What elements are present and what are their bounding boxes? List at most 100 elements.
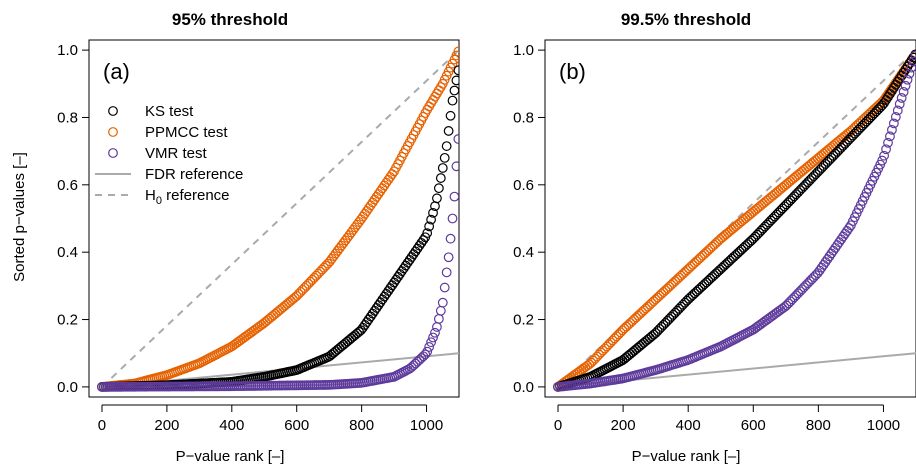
- x-tick-label: 1000: [867, 417, 900, 434]
- data-point: [426, 214, 436, 225]
- plot-area: [97, 46, 459, 392]
- data-point: [447, 95, 458, 106]
- x-axis-label: P−value rank [–]: [176, 448, 285, 465]
- data-point: [898, 86, 909, 97]
- data-point: [424, 221, 435, 232]
- data-point: [422, 228, 433, 238]
- data-point: [453, 134, 459, 144]
- y-tick-label: 0.0: [513, 379, 534, 396]
- x-tick-label: 600: [284, 417, 309, 434]
- plot-area: [553, 49, 916, 392]
- series-ks-test: [553, 49, 916, 392]
- legend-label: H0 reference: [145, 187, 230, 207]
- fdr-reference-line: [557, 352, 916, 388]
- data-point: [449, 191, 459, 202]
- x-tick-label: 0: [98, 417, 106, 434]
- data-point: [428, 207, 438, 218]
- x-tick-label: 400: [219, 417, 244, 434]
- y-tick-label: 0.8: [513, 109, 534, 126]
- y-tick-label: 1.0: [513, 42, 534, 59]
- x-axis-label: P−value rank [–]: [632, 448, 741, 465]
- y-tick-label: 0.2: [57, 312, 78, 329]
- data-point: [908, 56, 916, 67]
- data-point: [910, 50, 916, 61]
- data-point: [890, 112, 901, 122]
- chart-title: 99.5% threshold: [621, 10, 751, 29]
- data-point: [439, 152, 450, 163]
- panel-b: 99.5% threshold P−value rank [–] (b) 0.0…: [513, 10, 916, 465]
- data-point: [451, 75, 459, 86]
- data-point: [888, 118, 899, 129]
- x-tick-label: 600: [741, 417, 766, 434]
- data-point: [904, 68, 915, 79]
- plot-frame: [88, 39, 460, 398]
- data-point: [445, 110, 456, 121]
- data-point: [433, 313, 444, 324]
- data-point: [896, 93, 907, 103]
- data-point: [424, 342, 435, 352]
- panel-a: 95% threshold Sorted p−values [–] P−valu…: [11, 10, 460, 465]
- data-point: [881, 144, 891, 155]
- data-point: [902, 74, 913, 85]
- data-point: [453, 65, 459, 76]
- y-tick-label: 0.8: [57, 109, 78, 126]
- data-point: [433, 183, 444, 194]
- data-point: [908, 52, 916, 63]
- legend-label: FDR reference: [145, 166, 243, 183]
- x-tick-label: 200: [154, 417, 179, 434]
- data-point: [879, 150, 890, 161]
- data-point: [441, 141, 452, 151]
- data-point: [447, 213, 458, 224]
- chart-title: 95% threshold: [172, 10, 288, 29]
- data-point: [435, 305, 446, 316]
- data-point: [422, 346, 433, 357]
- y-tick-label: 0.0: [57, 379, 78, 396]
- y-tick-label: 0.4: [513, 244, 534, 261]
- legend-label: KS test: [145, 103, 194, 120]
- x-tick-label: 800: [806, 417, 831, 434]
- data-point: [430, 327, 440, 338]
- data-point: [892, 105, 903, 116]
- data-point: [437, 163, 448, 173]
- data-point: [437, 297, 448, 308]
- data-point: [883, 137, 893, 148]
- panel-label: (b): [559, 59, 586, 84]
- x-tick-label: 0: [554, 417, 562, 434]
- data-point: [435, 173, 446, 183]
- data-point: [428, 332, 438, 343]
- legend-label: PPMCC test: [145, 124, 228, 141]
- data-point: [443, 252, 454, 263]
- data-point: [420, 349, 431, 360]
- data-point: [432, 193, 442, 204]
- data-point: [877, 155, 888, 166]
- series-vmr-test: [97, 134, 459, 392]
- panel-label: (a): [103, 59, 130, 84]
- series-vmr-test: [553, 50, 916, 392]
- legend-marker: [108, 148, 118, 158]
- data-point: [441, 267, 452, 278]
- legend: KS test PPMCC test VMR test FDR reference H0…: [95, 103, 243, 207]
- data-point: [449, 85, 459, 96]
- data-point: [885, 131, 895, 142]
- y-tick-label: 0.6: [57, 177, 78, 194]
- x-tick-label: 200: [611, 417, 636, 434]
- y-tick-label: 0.6: [513, 177, 534, 194]
- h0-reference-line: [101, 49, 459, 388]
- data-point: [887, 124, 897, 135]
- data-point: [451, 161, 459, 172]
- data-point: [443, 126, 454, 136]
- y-tick-label: 0.2: [513, 312, 534, 329]
- data-point: [432, 322, 442, 332]
- x-tick-label: 400: [676, 417, 701, 434]
- data-point: [439, 282, 450, 293]
- legend-marker: [108, 106, 118, 116]
- legend-marker: [108, 127, 118, 137]
- data-point: [453, 46, 459, 57]
- data-point: [900, 80, 911, 91]
- x-tick-label: 1000: [410, 417, 443, 434]
- y-tick-label: 1.0: [57, 42, 78, 59]
- y-tick-label: 0.4: [57, 244, 78, 261]
- data-point: [426, 337, 436, 348]
- y-axis-label: Sorted p−values [–]: [11, 152, 28, 282]
